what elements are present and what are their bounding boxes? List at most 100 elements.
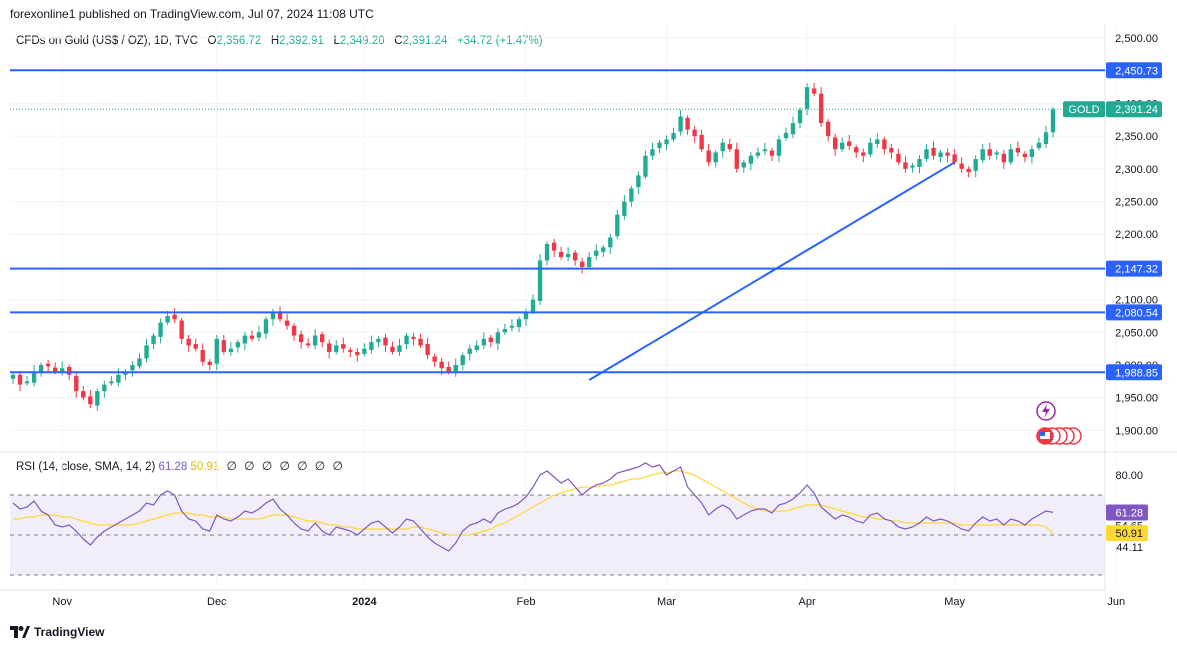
symbol-badge-label: GOLD	[1068, 104, 1099, 116]
candle-body	[537, 260, 543, 301]
candle-body	[678, 116, 683, 132]
candle-body	[369, 342, 374, 350]
grid-lines	[0, 25, 1177, 591]
rsi-tick-label: 80.00	[1115, 470, 1143, 482]
candle-body	[474, 345, 479, 350]
candle-body	[383, 337, 388, 346]
candle-body	[980, 149, 985, 161]
candle-body	[727, 144, 732, 150]
candle-body	[390, 346, 395, 352]
rsi-title[interactable]: RSI (14, close, SMA, 14, 2)	[16, 461, 156, 473]
candle-body	[797, 110, 803, 124]
hidden-marker-icon: ∅	[297, 459, 308, 473]
last-price-badge	[1106, 101, 1162, 118]
candle-body	[565, 253, 571, 258]
candle-body	[116, 374, 121, 383]
rsi-lines	[12, 462, 1054, 552]
candle-body	[706, 150, 711, 163]
candle-body	[137, 358, 142, 367]
candle-body	[910, 165, 915, 168]
level-badge-label: 2,080.54	[1115, 307, 1158, 319]
last-price-badge-label: 2,391.24	[1115, 104, 1158, 116]
time-tick-label: Apr	[798, 596, 815, 608]
time-tick-label: Nov	[52, 596, 72, 608]
horizontal-levels[interactable]	[10, 69, 1105, 374]
candle-body	[1050, 109, 1056, 133]
candle-body	[994, 152, 999, 155]
candle-body	[889, 147, 894, 153]
trend-line-segment[interactable]	[588, 161, 956, 381]
candle-body	[52, 367, 58, 372]
candle-body	[945, 152, 950, 156]
price-badges: 2,450.73 2,147.32 2,080.54 1,988.85 GOLD 2,39…	[1063, 62, 1162, 542]
high-label: H	[270, 35, 280, 47]
candle-body	[95, 391, 100, 406]
candle-body	[256, 332, 262, 338]
candle-body	[397, 345, 402, 352]
event-icons[interactable]	[1036, 401, 1082, 445]
rsi-value: 61.28	[158, 461, 188, 473]
candle-body	[516, 319, 522, 328]
candle-body	[172, 314, 177, 320]
time-tick-label: 2024	[352, 596, 377, 608]
candle-body	[179, 320, 184, 339]
hidden-marker-icon: ∅	[314, 459, 326, 473]
level-badge-label: 2,450.73	[1115, 65, 1158, 77]
candle-body	[1022, 153, 1028, 158]
candle-body	[847, 141, 852, 146]
candle-body	[650, 149, 655, 156]
trend-line[interactable]	[588, 161, 956, 381]
candle-body	[551, 242, 557, 251]
candle-body	[277, 311, 283, 320]
candle-body	[228, 348, 234, 352]
rsi-value-badge	[1106, 504, 1148, 521]
hidden-marker-icon: ∅	[332, 459, 343, 473]
candle-body	[242, 335, 248, 344]
candle-body	[657, 142, 662, 148]
candle-body	[762, 149, 768, 152]
rsi-sma-value: 50.91	[190, 461, 220, 473]
candle-body	[418, 338, 423, 346]
candle-body	[327, 343, 332, 352]
candle-body	[334, 345, 339, 352]
candle-body	[481, 338, 486, 346]
candle-body	[509, 325, 515, 328]
candle-body	[67, 366, 72, 375]
candle-body	[376, 338, 381, 343]
candle-body	[629, 188, 634, 202]
footer-brand-text: TradingView	[34, 625, 105, 639]
candle-body	[341, 344, 346, 349]
candle-body	[818, 93, 824, 124]
level-badge	[1106, 62, 1162, 79]
candle-body	[734, 149, 739, 169]
candle-body	[748, 155, 754, 164]
candle-body	[362, 348, 367, 354]
rsi-sma-line	[13, 470, 1054, 536]
candle-body	[713, 152, 718, 163]
candle-body	[284, 320, 290, 326]
candle-body	[587, 257, 592, 267]
candle-body	[425, 344, 430, 356]
time-axis[interactable]: NovDec2024FebMarAprMayJunJul	[52, 596, 1177, 608]
level-badge	[1106, 364, 1162, 381]
candle-body	[74, 376, 79, 392]
price-tick-label: 2,300.00	[1115, 164, 1158, 176]
candle-body	[854, 147, 859, 153]
candle-body	[699, 134, 704, 150]
candle-body	[811, 88, 817, 94]
candle-body	[608, 237, 613, 248]
candle-body	[1029, 149, 1035, 158]
candle-body	[1001, 153, 1006, 163]
time-tick-label: Feb	[516, 596, 535, 608]
candle-body	[924, 149, 929, 160]
candle-body	[200, 349, 205, 362]
candle-body	[158, 322, 163, 337]
candle-body	[249, 335, 255, 339]
candle-body	[952, 154, 957, 163]
candle-body	[165, 315, 170, 323]
candle-body	[60, 368, 65, 372]
candle-body	[102, 384, 107, 392]
price-tick-label: 2,350.00	[1115, 131, 1158, 143]
footer-brand[interactable]: TradingView	[10, 625, 104, 639]
